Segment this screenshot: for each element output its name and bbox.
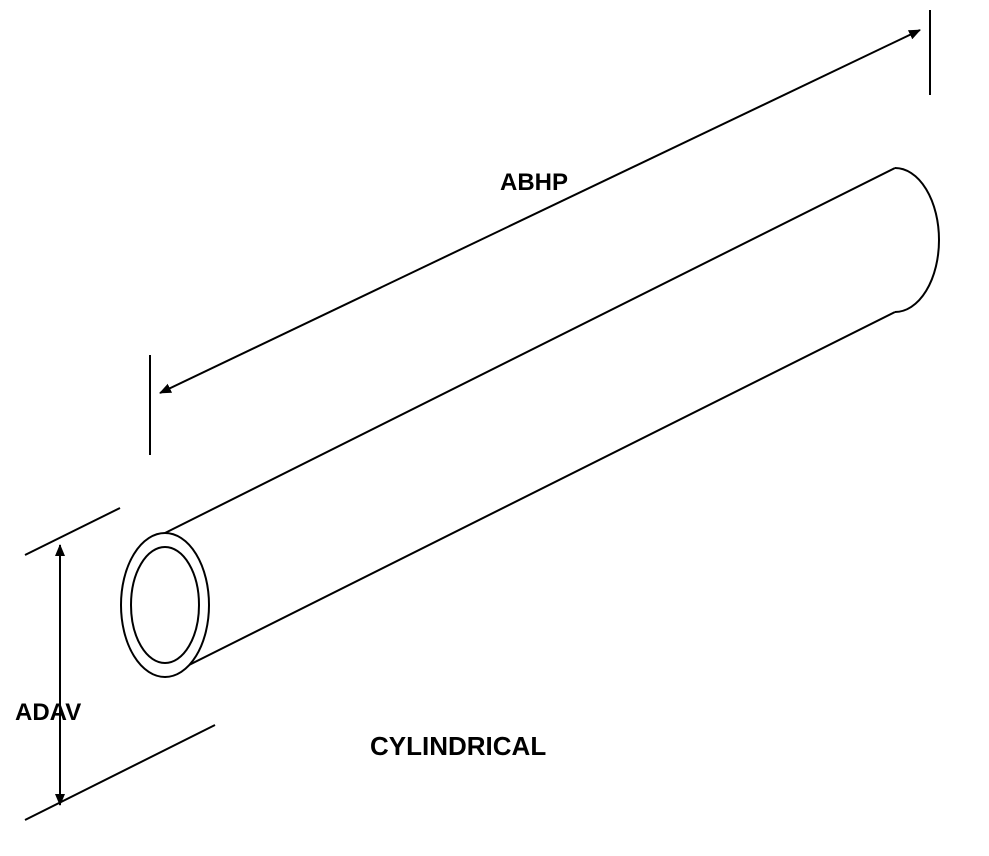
abhp-label: ABHP [500, 169, 568, 196]
cylinder-top-edge [165, 168, 895, 533]
adav-tick-top [25, 508, 120, 555]
cylinder-near-outer [121, 533, 209, 677]
cylinder-far-end [895, 168, 939, 312]
cylinder-bottom-edge [165, 312, 895, 677]
adav-label: ADAV [15, 699, 81, 726]
diagram-canvas: ABHP ADAV CYLINDRICAL [0, 0, 989, 856]
diagram-title: CYLINDRICAL [370, 731, 546, 761]
adav-tick-bottom [25, 725, 215, 820]
